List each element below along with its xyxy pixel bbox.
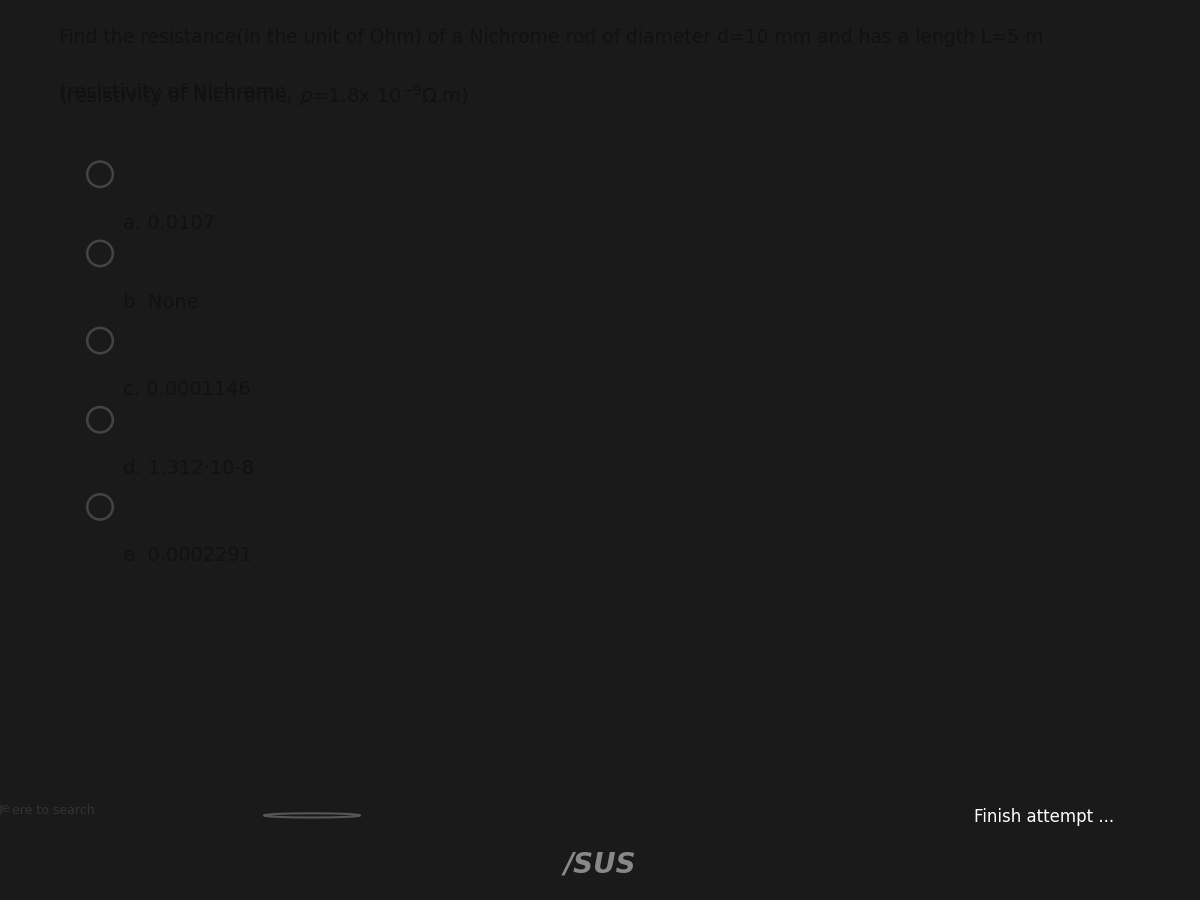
Text: Finish attempt ...: Finish attempt ... [974,808,1114,826]
Text: (resistivity of Nichrome, $\rho$=1.8x 10$^{-9}$$\Omega$.m): (resistivity of Nichrome, $\rho$=1.8x 10… [59,83,469,109]
Text: /SUS: /SUS [564,850,636,879]
Text: d. 1.312·10-8: d. 1.312·10-8 [124,459,254,479]
Text: Find the resistance(in the unit of Ohm) of a Nichrome rod of diameter d=10 mm an: Find the resistance(in the unit of Ohm) … [59,28,1044,47]
Text: a. 0.0107: a. 0.0107 [124,214,216,233]
Text: b. None: b. None [124,293,199,312]
Text: e. 0.0002291: e. 0.0002291 [124,546,252,565]
Text: (resistivity of Nichrome,: (resistivity of Nichrome, [59,83,299,103]
Text: ge: ge [0,803,10,815]
Text: c. 0.0001146: c. 0.0001146 [124,380,251,400]
Text: ere to search: ere to search [12,804,95,817]
